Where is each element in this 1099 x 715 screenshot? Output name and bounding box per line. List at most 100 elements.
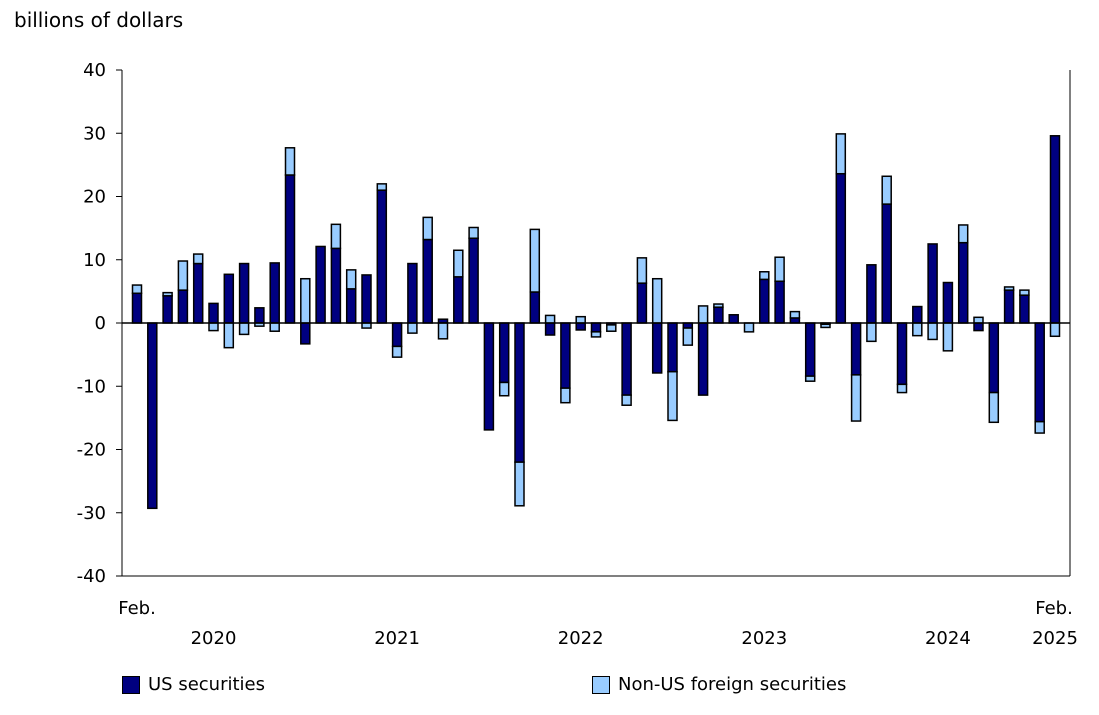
x-year-label: 2022 [558,628,604,649]
x-label-last-month: Feb. [1035,598,1073,619]
bar-us-securities [269,262,280,324]
bar-us-securities [621,322,632,396]
y-tick-label: 0 [95,313,106,334]
bar-us-securities [1003,289,1015,324]
bar-us-securities [453,276,464,324]
bar-non-us-securities [759,271,770,281]
bar-us-securities [483,322,495,431]
bar-non-us-securities [606,324,617,332]
bar-non-us-securities [131,284,143,295]
bar-us-securities [697,322,709,396]
bar-non-us-securities [1003,286,1015,291]
y-axis-label: billions of dollars [14,8,184,32]
bar-non-us-securities [376,183,388,191]
bar-non-us-securities [804,375,816,382]
bar-non-us-securities [590,331,602,338]
bar-non-us-securities [162,291,173,297]
bar-us-securities [422,238,433,324]
bar-us-securities [651,322,663,374]
bar-us-securities [881,203,892,324]
bar-non-us-securities [498,381,510,397]
bar-non-us-securities [238,322,250,336]
bar-us-securities [774,280,785,324]
bar-us-securities [162,295,173,324]
bar-us-securities [682,322,694,329]
bar-non-us-securities [544,314,556,324]
x-label-first-month: Feb. [118,598,156,619]
bar-non-us-securities [1049,322,1061,338]
bar-us-securities [361,274,372,324]
bar-us-securities [789,317,801,324]
x-year-label: 2024 [925,628,971,649]
bar-us-securities [147,322,158,510]
bar-non-us-securities [835,133,847,175]
bar-us-securities [330,247,342,324]
legend-label-us: US securities [148,674,265,695]
bar-us-securities [254,307,265,324]
x-year-label: 2020 [191,628,237,649]
bar-non-us-securities [407,322,418,334]
legend-item-non-us: Non-US foreign securities [592,674,846,695]
bar-non-us-securities [682,327,694,346]
bar-us-securities [957,241,969,324]
bar-us-securities [208,302,219,324]
bar-us-securities [407,262,418,324]
x-year-label: 2023 [741,628,787,649]
bar-non-us-securities [330,223,342,250]
bar-non-us-securities [391,345,403,358]
bar-non-us-securities [927,322,938,341]
legend-item-us: US securities [122,674,265,695]
bar-us-securities [713,306,724,324]
bar-non-us-securities [300,277,311,324]
bar-us-securities [850,322,862,376]
bar-us-securities [636,282,648,324]
legend-swatch-non-us [592,675,610,694]
legend-label-non-us: Non-US foreign securities [618,674,847,695]
bar-non-us-securities [468,226,479,239]
bar-us-securities [192,262,204,324]
bar-non-us-securities [973,316,984,324]
bar-non-us-securities [743,322,755,333]
bar-us-securities [866,264,877,324]
legend-swatch-us [122,675,140,694]
bar-non-us-securities [514,461,525,507]
bar-non-us-securities [208,322,219,332]
bar-non-us-securities [896,383,908,394]
bar-non-us-securities [713,303,724,308]
bar-us-securities [667,322,678,373]
bar-non-us-securities [575,315,586,324]
bar-us-securities [988,322,1000,394]
bar-non-us-securities [177,260,189,291]
bar-us-securities [728,314,739,324]
bar-us-securities [912,305,923,324]
bar-us-securities [835,172,847,324]
bar-non-us-securities [957,224,969,244]
y-tick-label: -40 [77,566,106,587]
bar-us-securities [804,322,816,377]
bar-non-us-securities [912,322,923,337]
bar-us-securities [529,291,541,324]
bar-non-us-securities [437,322,449,340]
bar-us-securities [284,174,296,324]
bar-non-us-securities [697,305,709,324]
bar-non-us-securities [942,322,954,352]
y-tick-label: 20 [83,187,106,208]
bar-us-securities [927,243,938,324]
y-tick-label: 10 [83,250,106,271]
bar-us-securities [544,322,556,336]
bar-us-securities [315,245,326,324]
bar-us-securities [177,289,189,324]
bar-us-securities [514,322,525,463]
bar-non-us-securities [667,370,678,422]
bar-us-securities [223,273,235,324]
bar-us-securities [973,322,984,332]
bar-us-securities [896,322,908,386]
bar-non-us-securities [866,322,877,343]
y-tick-label: -10 [77,376,106,397]
bar-non-us-securities [560,387,571,404]
bar-non-us-securities [820,323,831,329]
bar-non-us-securities [988,391,1000,424]
bar-non-us-securities [269,322,280,332]
